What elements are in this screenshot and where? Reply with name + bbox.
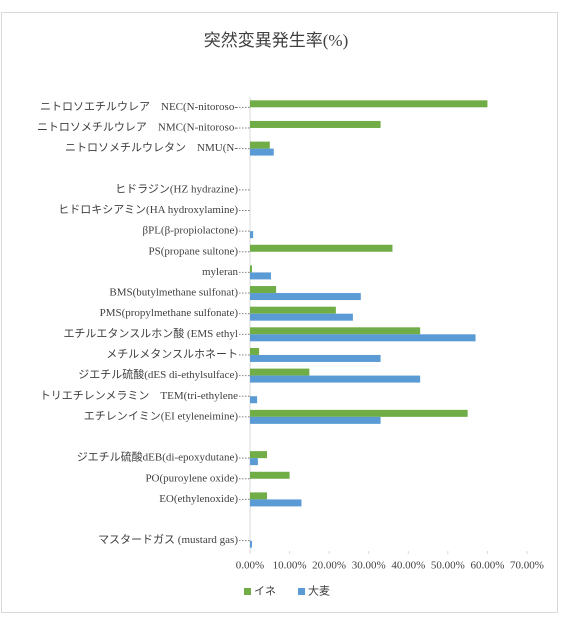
x-tick-label: 40.00% — [391, 560, 425, 572]
x-tick-label: 30.00% — [352, 560, 386, 572]
bar — [250, 416, 381, 424]
bar — [250, 272, 271, 280]
bar — [250, 293, 361, 301]
y-tick-label: ヒドロキシアミン(HA hydroxylamine) — [58, 203, 238, 216]
x-tick-label: 60.00% — [470, 560, 504, 572]
x-tick-label: 10.00% — [273, 560, 307, 572]
y-tick-label: メチルメタンスルホネート — [106, 347, 238, 360]
bar — [250, 265, 252, 273]
legend-label: 大麦 — [308, 584, 330, 598]
bar — [250, 347, 260, 355]
y-tick-label: マスタードガス (mustard gas) — [98, 533, 238, 546]
legend-swatch — [298, 588, 305, 595]
bar — [250, 409, 468, 417]
bar — [250, 492, 268, 500]
bar — [250, 471, 290, 479]
y-tick-label: ジエチル硫酸(dES di-ethylsulface) — [78, 367, 238, 381]
bar — [250, 499, 302, 507]
bar — [250, 141, 270, 149]
y-tick-label: トリエチレンメラミン TEM(tri-ethylene — [40, 389, 238, 402]
legend-swatch — [244, 588, 251, 595]
x-tick-label: 20.00% — [312, 560, 346, 572]
chart-title: 突然変異発生率(%) — [204, 31, 348, 50]
bar — [250, 244, 393, 252]
bar — [250, 334, 476, 342]
x-tick-label: 70.00% — [510, 560, 544, 572]
bar — [250, 120, 381, 128]
x-tick-label: 50.00% — [431, 560, 465, 572]
y-tick-label: エチルエタンスルホン酸 (EMS ethyl — [63, 326, 238, 340]
y-tick-label: BMS(butylmethane sulfonat) — [109, 287, 238, 299]
y-tick-label: PS(propane sultone) — [148, 245, 238, 257]
y-tick-label: ニトロソエチルウレア NEC(N-nitoroso- — [40, 100, 238, 113]
bar — [250, 148, 274, 156]
y-tick-label: PMS(propylmethane sulfonate) — [100, 307, 239, 319]
y-tick-label: βPL(β-propiolactone) — [143, 225, 239, 237]
y-tick-label: ニトロソメチルウレア NMC(N-nitoroso- — [37, 120, 238, 133]
bar — [250, 354, 381, 362]
bar — [250, 286, 277, 294]
y-tick-label: エチレンイミン(EI etyleneimine) — [84, 409, 239, 422]
bar — [250, 231, 254, 239]
bar — [250, 368, 310, 376]
bar — [250, 100, 488, 108]
y-tick-label: ニトロソメチルウレタン NMU(N- — [65, 141, 238, 154]
bar — [250, 313, 353, 321]
y-tick-label: ジエチル硫酸dEB(di-epoxydutane) — [77, 450, 239, 464]
bar — [250, 396, 258, 404]
y-tick-label: PO(puroylene oxide) — [145, 472, 238, 484]
bar — [250, 540, 252, 548]
y-tick-label: EO(ethylenoxide) — [159, 493, 238, 505]
bar — [250, 375, 421, 383]
legend-label: イネ — [254, 585, 276, 598]
bar — [250, 306, 336, 314]
y-tick-label: myleran — [202, 266, 239, 278]
bar — [250, 451, 268, 459]
bar — [250, 458, 258, 466]
bar — [250, 327, 421, 335]
y-tick-label: ヒドラジン(HZ hydrazine) — [115, 182, 238, 195]
x-tick-label: 0.00% — [236, 560, 264, 572]
